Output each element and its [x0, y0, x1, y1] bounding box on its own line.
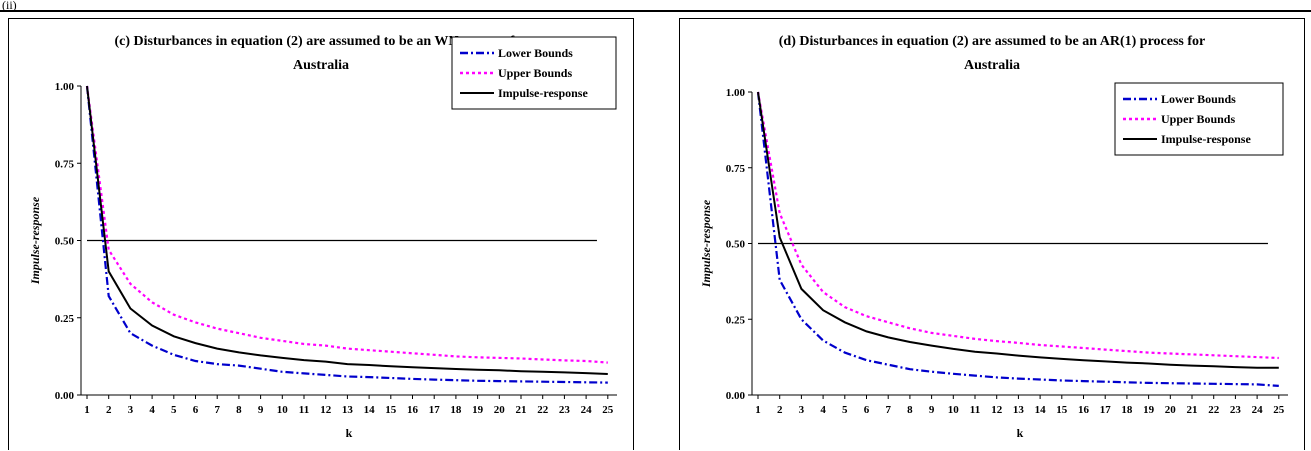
x-tick-label: 24	[1252, 404, 1264, 416]
legend-entry: Lower Bounds	[498, 46, 573, 60]
series-line-upper-bounds	[85, 85, 608, 364]
x-tick-label: 14	[364, 404, 376, 416]
x-tick-label: 22	[537, 404, 549, 416]
header-rule	[0, 10, 1311, 12]
y-tick-label: 0.25	[726, 314, 746, 326]
x-tick-label: 18	[450, 404, 462, 416]
x-tick-label: 2	[106, 404, 112, 416]
section-label: (ii)	[2, 0, 17, 12]
legend-entry: Impulse-response	[1161, 132, 1251, 146]
x-tick-label: 25	[602, 404, 614, 416]
x-tick-label: 19	[472, 404, 484, 416]
x-tick-label: 3	[799, 404, 805, 416]
x-tick-label: 14	[1035, 404, 1047, 416]
y-tick-label: 1.00	[55, 81, 75, 93]
y-tick-label: 0.75	[726, 163, 746, 175]
x-tick-label: 1	[84, 404, 90, 416]
x-tick-label: 16	[407, 404, 419, 416]
chart-panel-d: (d) Disturbances in equation (2) are ass…	[679, 18, 1305, 450]
x-tick-label: 7	[885, 404, 891, 416]
x-tick-label: 1	[755, 404, 761, 416]
x-tick-label: 15	[1056, 404, 1068, 416]
y-tick-label: 1.00	[726, 87, 746, 99]
x-tick-label: 8	[907, 404, 913, 416]
x-tick-label: 25	[1273, 404, 1285, 416]
x-tick-label: 9	[258, 404, 264, 416]
y-tick-label: 0.75	[55, 158, 75, 170]
x-tick-label: 13	[342, 404, 354, 416]
y-tick-label: 0.50	[55, 236, 75, 248]
y-tick-label: 0.50	[726, 239, 746, 251]
x-tick-label: 19	[1143, 404, 1155, 416]
chart-title-line: Australia	[293, 58, 349, 73]
legend-entry: Impulse-response	[498, 86, 588, 100]
y-axis-label: Impulse-response	[28, 196, 42, 285]
x-tick-label: 4	[820, 404, 826, 416]
chart-c-svg: (c) Disturbances in equation (2) are ass…	[28, 34, 617, 440]
x-tick-label: 13	[1013, 404, 1024, 416]
legend-entry: Upper Bounds	[1161, 112, 1235, 126]
chart-panel-c: (c) Disturbances in equation (2) are ass…	[8, 18, 634, 450]
series-line-lower-bounds	[756, 91, 1279, 387]
y-tick-label: 0.00	[726, 390, 746, 402]
x-tick-label: 6	[193, 404, 199, 416]
x-tick-label: 22	[1208, 404, 1220, 416]
x-tick-label: 4	[149, 404, 155, 416]
y-tick-label: 0.00	[55, 390, 75, 402]
x-tick-label: 12	[320, 404, 332, 416]
x-tick-label: 8	[236, 404, 242, 416]
x-tick-label: 20	[1165, 404, 1177, 416]
x-tick-label: 21	[516, 404, 527, 416]
x-tick-label: 5	[171, 404, 177, 416]
x-tick-label: 11	[970, 404, 980, 416]
series-line-impulse-response	[86, 85, 608, 375]
y-axis-label: Impulse-response	[699, 199, 713, 288]
x-tick-label: 7	[214, 404, 220, 416]
x-tick-label: 24	[581, 404, 593, 416]
x-tick-label: 12	[991, 404, 1003, 416]
x-tick-label: 16	[1078, 404, 1090, 416]
x-tick-label: 10	[277, 404, 289, 416]
series-line-lower-bounds	[85, 85, 608, 384]
x-axis-label: k	[346, 426, 353, 440]
chart-title-line: (c) Disturbances in equation (2) are ass…	[115, 34, 528, 49]
x-tick-label: 5	[842, 404, 848, 416]
x-tick-label: 20	[494, 404, 506, 416]
x-tick-label: 17	[429, 404, 441, 416]
chart-d-svg: (d) Disturbances in equation (2) are ass…	[699, 34, 1288, 440]
x-tick-label: 17	[1100, 404, 1112, 416]
x-tick-label: 3	[128, 404, 134, 416]
chart-title-line: (d) Disturbances in equation (2) are ass…	[779, 34, 1205, 49]
x-tick-label: 10	[948, 404, 960, 416]
page-header: (ii)	[0, 0, 1311, 14]
y-tick-label: 0.25	[55, 313, 75, 325]
x-tick-label: 23	[1230, 404, 1242, 416]
x-tick-label: 18	[1121, 404, 1133, 416]
x-tick-label: 21	[1187, 404, 1198, 416]
series-line-upper-bounds	[756, 91, 1279, 360]
series-line-impulse-response	[757, 91, 1279, 369]
chart-title-line: Australia	[964, 58, 1020, 73]
x-tick-label: 6	[864, 404, 870, 416]
x-tick-label: 23	[559, 404, 571, 416]
x-tick-label: 9	[929, 404, 935, 416]
legend-entry: Lower Bounds	[1161, 92, 1236, 106]
x-axis-label: k	[1017, 426, 1024, 440]
x-tick-label: 2	[777, 404, 783, 416]
x-tick-label: 15	[385, 404, 397, 416]
legend-entry: Upper Bounds	[498, 66, 572, 80]
x-tick-label: 11	[299, 404, 309, 416]
